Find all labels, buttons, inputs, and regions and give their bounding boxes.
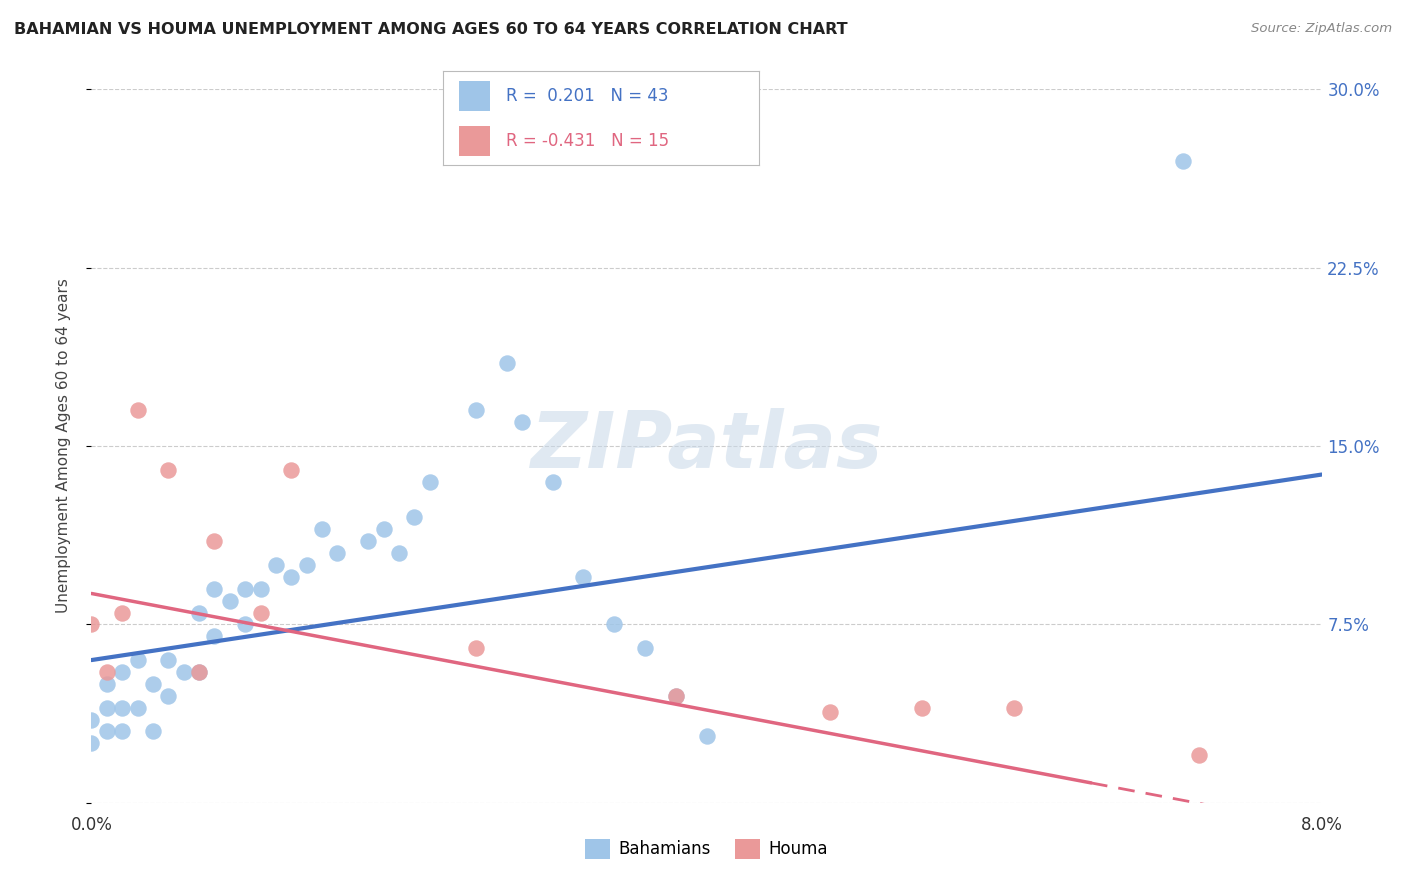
Point [510, 415, 533, 429]
Text: R = -0.431   N = 15: R = -0.431 N = 15 [506, 132, 669, 150]
Point [249, 582, 271, 596]
Point [157, 653, 180, 667]
Point [311, 522, 333, 536]
Point [1002, 700, 1025, 714]
Bar [458, 81, 491, 111]
Point [127, 653, 149, 667]
Legend: Bahamians, Houma: Bahamians, Houma [578, 832, 835, 866]
Text: BAHAMIAN VS HOUMA UNEMPLOYMENT AMONG AGES 60 TO 64 YEARS CORRELATION CHART: BAHAMIAN VS HOUMA UNEMPLOYMENT AMONG AGE… [14, 22, 848, 37]
Point [188, 606, 211, 620]
Point [818, 706, 841, 720]
Y-axis label: Unemployment Among Ages 60 to 64 years: Unemployment Among Ages 60 to 64 years [56, 278, 70, 614]
Point [357, 534, 380, 549]
Point [404, 510, 426, 524]
Text: R =  0.201   N = 43: R = 0.201 N = 43 [506, 87, 669, 104]
Point [665, 689, 688, 703]
Point [572, 570, 595, 584]
Point [80, 736, 103, 750]
Point [80, 713, 103, 727]
Point [911, 700, 934, 714]
Point [665, 689, 688, 703]
Point [419, 475, 441, 489]
Point [464, 403, 486, 417]
Point [264, 558, 287, 572]
Point [202, 534, 225, 549]
Text: ZIPatlas: ZIPatlas [530, 408, 883, 484]
Point [111, 700, 134, 714]
Point [541, 475, 564, 489]
Point [202, 629, 225, 643]
Point [249, 606, 271, 620]
Point [188, 665, 211, 679]
Point [142, 724, 165, 739]
Point [80, 617, 103, 632]
Point [96, 677, 118, 691]
Point [127, 700, 149, 714]
Point [280, 570, 302, 584]
Point [603, 617, 626, 632]
Point [388, 546, 411, 560]
Point [111, 606, 134, 620]
Bar [458, 126, 491, 156]
Point [634, 641, 657, 656]
Point [96, 700, 118, 714]
Text: Source: ZipAtlas.com: Source: ZipAtlas.com [1251, 22, 1392, 36]
Point [127, 403, 149, 417]
Point [233, 582, 256, 596]
Point [280, 463, 302, 477]
Point [157, 463, 180, 477]
Point [464, 641, 486, 656]
Point [173, 665, 195, 679]
Point [202, 582, 225, 596]
Point [218, 593, 240, 607]
Point [96, 665, 118, 679]
Point [142, 677, 165, 691]
Point [695, 729, 717, 743]
Point [188, 665, 211, 679]
Point [233, 617, 256, 632]
Point [326, 546, 349, 560]
Point [111, 724, 134, 739]
Point [111, 665, 134, 679]
Point [1187, 748, 1209, 763]
Point [96, 724, 118, 739]
Point [495, 356, 517, 370]
Point [157, 689, 180, 703]
Point [373, 522, 395, 536]
Point [1173, 153, 1195, 168]
Point [295, 558, 318, 572]
